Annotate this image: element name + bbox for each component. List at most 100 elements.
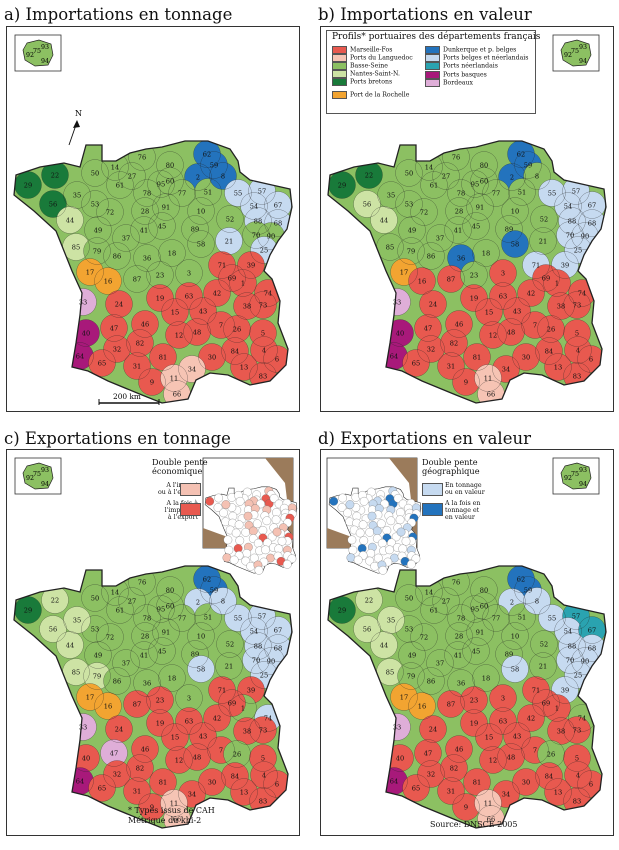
- department-label: 19: [470, 295, 478, 303]
- department-area-26: [537, 315, 565, 343]
- department-label: 52: [540, 641, 548, 649]
- department-label: 66: [487, 816, 495, 824]
- department-label: 5: [261, 330, 265, 338]
- department-label: 26: [547, 326, 555, 334]
- department-area-21: [215, 652, 243, 680]
- department-area-9: [138, 793, 166, 821]
- department-label: 82: [450, 340, 458, 348]
- department-label: 59: [210, 162, 218, 170]
- department-area-82: [126, 329, 154, 357]
- legend-label: Nantes-Saint-N.: [350, 70, 400, 78]
- department-area-35: [377, 606, 405, 634]
- panel-title-b: b) Importations en valeur: [318, 5, 532, 24]
- department-area-52: [216, 205, 244, 233]
- department-label: 37: [436, 235, 444, 243]
- department-label: 50: [91, 170, 99, 178]
- department-area-9: [452, 368, 480, 396]
- department-label: 57: [258, 613, 266, 621]
- department-label: 90: [581, 233, 589, 241]
- department-label: 7: [219, 747, 223, 755]
- department-label: 49: [408, 652, 416, 660]
- department-area-87: [123, 690, 151, 718]
- department-label: 65: [412, 785, 420, 793]
- department-label: 69: [228, 275, 236, 283]
- department-label: 46: [141, 746, 149, 754]
- department-area-22: [41, 586, 69, 614]
- department-label: 35: [73, 617, 81, 625]
- department-label: 40: [82, 330, 90, 338]
- department-label: 25: [574, 672, 582, 680]
- inset-label: 94: [579, 58, 587, 65]
- north-label: N: [75, 109, 82, 118]
- department-label: 33: [79, 724, 87, 732]
- department-label: 31: [447, 363, 455, 371]
- department-label: 21: [225, 663, 233, 671]
- department-label: 65: [98, 785, 106, 793]
- department-label: 9: [464, 379, 468, 387]
- department-area-81: [149, 343, 177, 371]
- department-label: 41: [140, 652, 148, 660]
- department-area-69: [218, 264, 246, 292]
- department-area-22: [41, 161, 69, 189]
- department-area-40: [386, 319, 414, 347]
- legend-item-bordeaux: Bordeaux: [425, 79, 473, 87]
- department-label: 25: [574, 247, 582, 255]
- department-label: 80: [480, 587, 488, 595]
- department-label: 45: [472, 648, 480, 656]
- inset-label: 92: [564, 52, 572, 59]
- department-area-29: [14, 596, 42, 624]
- department-label: 53: [405, 201, 413, 209]
- department-label: 59: [524, 587, 532, 595]
- department-label: 5: [261, 755, 265, 763]
- department-label: 55: [234, 615, 242, 623]
- department-label: 15: [485, 309, 493, 317]
- department-label: 78: [457, 190, 465, 198]
- department-label: 87: [447, 276, 455, 284]
- department-label: 87: [133, 276, 141, 284]
- department-label: 46: [455, 321, 463, 329]
- department-label: 12: [175, 757, 183, 765]
- department-label: 42: [527, 715, 535, 723]
- department-label: 36: [457, 255, 465, 263]
- department-label: 84: [231, 348, 239, 356]
- department-area-30: [198, 343, 226, 371]
- department-label: 70: [566, 657, 574, 665]
- department-label: 27: [128, 173, 136, 181]
- department-area-58: [501, 655, 529, 683]
- department-label: 55: [234, 190, 242, 198]
- department-label: 47: [424, 325, 432, 333]
- department-label: 32: [113, 771, 121, 779]
- department-area-35: [63, 606, 91, 634]
- department-label: 74: [578, 290, 586, 298]
- department-label: 17: [400, 694, 408, 702]
- department-area-82: [440, 754, 468, 782]
- department-label: 62: [517, 576, 525, 584]
- legend-swatch: [425, 46, 440, 54]
- department-label: 56: [49, 626, 57, 634]
- department-area-58: [501, 230, 529, 258]
- department-label: 65: [98, 360, 106, 368]
- profile-legend: Profils* portuaires des départements fra…: [326, 30, 540, 114]
- legend-item-dunkerque: Dunkerque et p. belges: [425, 46, 516, 54]
- department-area-16: [94, 267, 122, 295]
- department-label: 19: [156, 295, 164, 303]
- department-label: 49: [408, 227, 416, 235]
- department-label: 81: [159, 779, 167, 787]
- department-label: 38: [243, 728, 251, 736]
- department-label: 39: [247, 687, 255, 695]
- department-label: 58: [511, 666, 519, 674]
- department-label: 91: [162, 629, 170, 637]
- department-area-85: [376, 233, 404, 261]
- department-area-18: [158, 239, 186, 267]
- department-area-29: [328, 171, 356, 199]
- department-label: 22: [365, 597, 373, 605]
- department-label: 34: [188, 791, 196, 799]
- legend-swatch: [425, 62, 440, 70]
- department-label: 64: [390, 353, 398, 361]
- department-label: 9: [150, 804, 154, 812]
- department-label: 62: [203, 576, 211, 584]
- inset-label: 94: [41, 481, 49, 488]
- department-area-30: [512, 768, 540, 796]
- department-label: 48: [193, 754, 201, 762]
- department-area-56: [353, 615, 381, 643]
